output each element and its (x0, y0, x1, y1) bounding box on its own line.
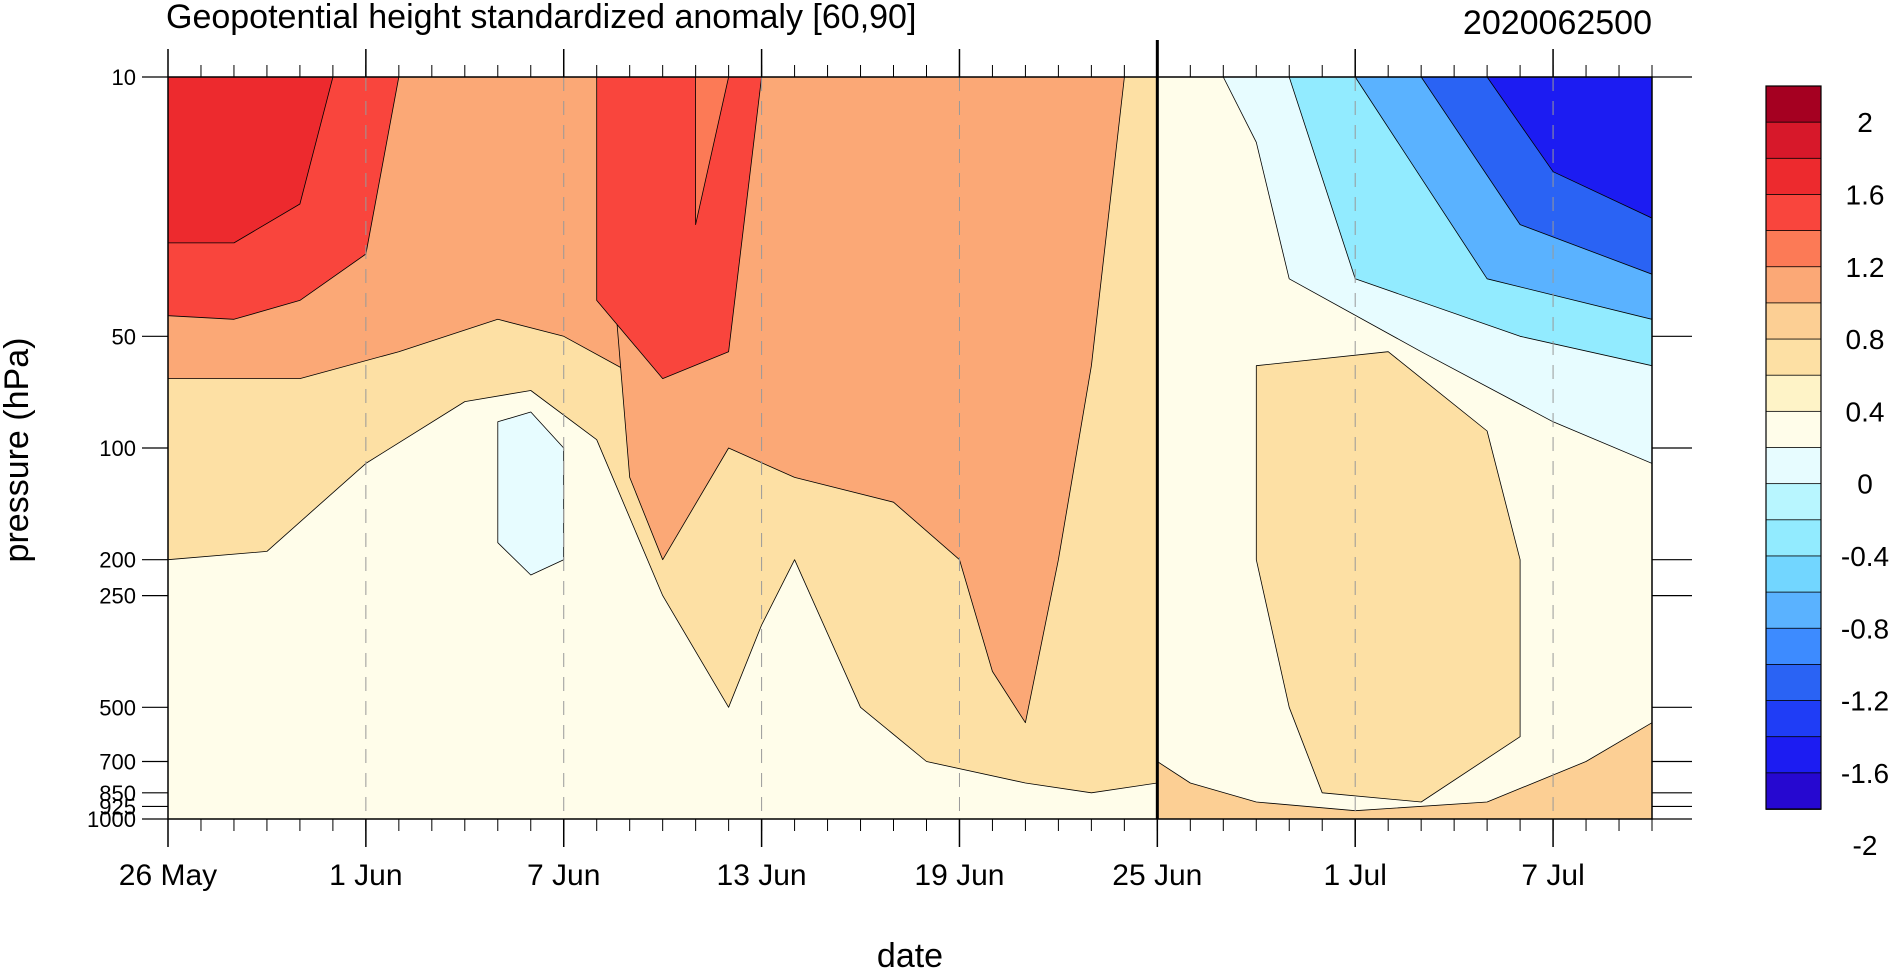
y-tick-label: 925 (99, 794, 136, 819)
anomaly-fields (167, 76, 1653, 820)
colorbar-swatch (1765, 736, 1822, 774)
colorbar-label: 1.6 (1846, 179, 1885, 210)
chart-title: Geopotential height standardized anomaly… (166, 0, 916, 36)
x-tick-label: 25 Jun (1112, 859, 1202, 892)
colorbar-label: 0 (1857, 469, 1873, 500)
colorbar-swatch (1765, 627, 1822, 666)
y-axis-label: pressure (hPa) (0, 338, 36, 563)
x-axis-label: date (877, 937, 943, 969)
anomaly-region-9 (1255, 351, 1521, 803)
colorbar: 2 1.6 1.2 0.8 0.4 0 -0.4 -0.8 -1.2 -1.6 -2 (1765, 85, 1889, 861)
colorbar-label: 0.8 (1846, 324, 1885, 355)
x-tick-label: 7 Jun (527, 859, 600, 892)
colorbar-swatch (1765, 230, 1822, 268)
colorbar-swatch (1765, 194, 1822, 232)
colorbar-swatch (1765, 591, 1822, 630)
colorbar-swatch (1765, 700, 1822, 738)
colorbar-swatch (1765, 664, 1822, 702)
colorbar-swatch (1765, 302, 1822, 340)
x-tick-label: 19 Jun (914, 859, 1004, 892)
y-tick-label: 200 (99, 548, 136, 573)
x-tick-label: 7 Jul (1521, 859, 1584, 892)
colorbar-label: -1.2 (1841, 686, 1889, 717)
colorbar-swatch (1765, 555, 1822, 594)
colorbar-swatch (1765, 483, 1822, 521)
colorbar-label: -1.6 (1841, 758, 1889, 789)
x-tick-label: 1 Jul (1324, 859, 1387, 892)
colorbar-swatch (1765, 338, 1822, 377)
colorbar-swatch (1765, 447, 1822, 485)
colorbar-label: 2 (1857, 107, 1873, 138)
y-tick-label: 700 (99, 750, 136, 775)
colorbar-label: 0.4 (1846, 396, 1885, 427)
y-tick-label: 500 (99, 695, 136, 720)
colorbar-swatch (1765, 157, 1822, 196)
x-tick-label: 26 May (119, 859, 217, 892)
y-tick-label: 250 (99, 584, 136, 609)
colorbar-swatch (1765, 374, 1822, 413)
y-tick-label: 100 (99, 436, 136, 461)
colorbar-label: -2 (1853, 830, 1878, 861)
y-tick-label: 1000 (87, 807, 136, 832)
y-tick-label: 10 (112, 65, 136, 90)
colorbar-swatch (1765, 266, 1822, 304)
x-axis: 26 May 1 Jun 7 Jun 13 Jun 19 Jun 25 Jun 1 Jul 7… (119, 49, 1653, 892)
y-tick-label: 50 (112, 324, 136, 349)
colorbar-label: 1.2 (1846, 252, 1885, 283)
x-tick-label: 13 Jun (717, 859, 807, 892)
colorbar-label: -0.4 (1841, 541, 1889, 572)
colorbar-frame (1765, 85, 1822, 810)
x-tick-label: 1 Jun (329, 859, 402, 892)
colorbar-swatch (1765, 410, 1822, 449)
colorbar-swatch (1765, 85, 1822, 124)
colorbar-swatch (1765, 519, 1822, 557)
colorbar-label: -0.8 (1841, 613, 1889, 644)
date-stamp: 2020062500 (1463, 4, 1652, 42)
y-tick-label: 850 (99, 781, 136, 806)
colorbar-swatch (1765, 772, 1822, 810)
colorbar-swatch (1765, 121, 1822, 160)
